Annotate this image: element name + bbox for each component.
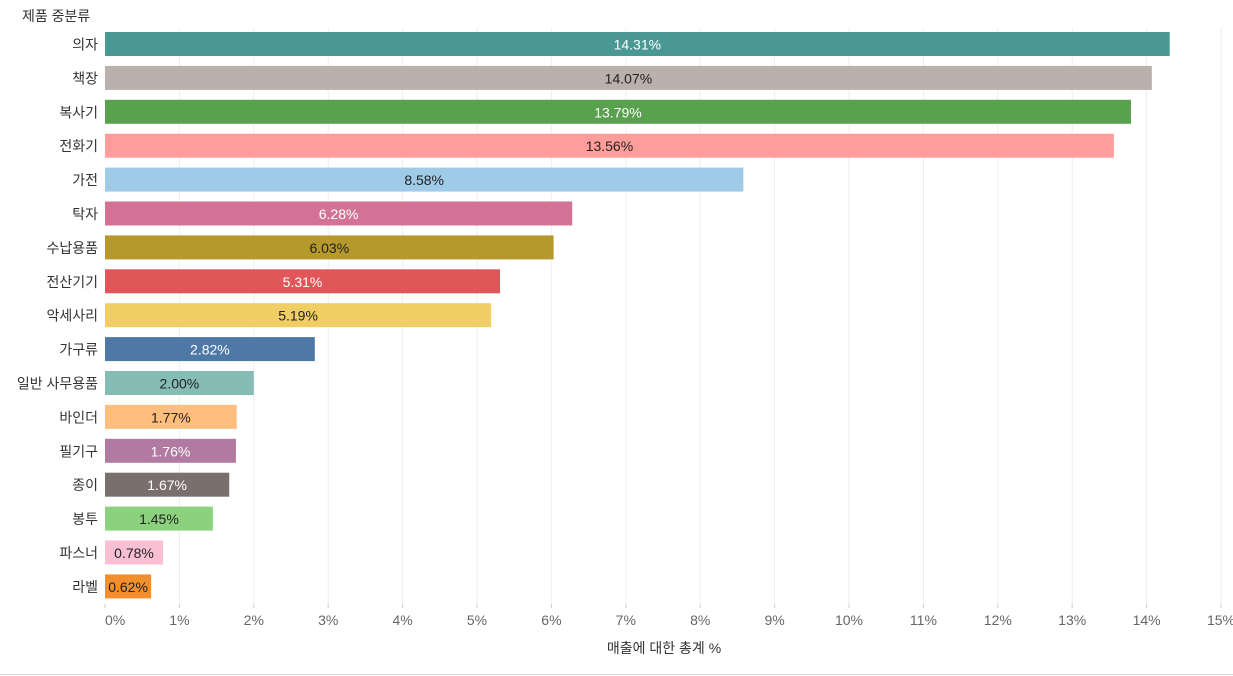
x-tick-label: 8%: [690, 612, 710, 628]
bottom-divider: [0, 674, 1233, 675]
bar-value-label: 13.56%: [586, 138, 633, 154]
bar: [105, 99, 1131, 124]
bar-value-label: 5.19%: [278, 308, 318, 324]
bar-value-label: 14.07%: [605, 70, 652, 86]
bar: [105, 303, 492, 328]
bar: [105, 404, 237, 429]
category-label: 종이: [72, 477, 98, 493]
bar-value-label: 6.03%: [309, 240, 349, 256]
category-label: 책장: [72, 70, 98, 86]
bar-value-label: 13.79%: [594, 104, 641, 120]
category-label: 바인더: [59, 409, 98, 425]
bar: [105, 32, 1170, 56]
bar-value-label: 1.77%: [151, 409, 191, 425]
category-label: 파스너: [59, 545, 98, 561]
bar: [105, 65, 1152, 90]
category-label: 수납용품: [46, 240, 98, 256]
x-tick-label: 12%: [984, 612, 1012, 628]
bar: [105, 506, 213, 531]
x-tick-label: 4%: [392, 612, 412, 628]
x-tick-label: 1%: [169, 612, 189, 628]
bar-value-label: 1.67%: [147, 477, 187, 493]
category-label: 전산기기: [46, 274, 98, 290]
x-tick-label: 3%: [318, 612, 338, 628]
bar-value-label: 1.76%: [151, 443, 191, 459]
bar: [105, 201, 573, 226]
x-tick-label: 13%: [1058, 612, 1086, 628]
bars: 14.31% 14.07% 13.79% 13.56% 8.58% 6.28% 6.03% 5…: [105, 32, 1170, 599]
bar-value-label: 0.62%: [108, 579, 148, 595]
bar: [105, 438, 236, 463]
x-tick-label: 7%: [616, 612, 636, 628]
bar-value-label: 14.31%: [614, 37, 661, 53]
bar: [105, 574, 152, 599]
row-header: 제품 중분류: [22, 8, 90, 24]
x-tick-label: 2%: [244, 612, 264, 628]
bar-value-label: 1.45%: [139, 511, 179, 527]
x-tick-label: 0%: [105, 612, 125, 628]
category-label: 봉투: [72, 511, 98, 527]
x-tick-label: 9%: [764, 612, 784, 628]
category-label: 전화기: [59, 138, 98, 154]
category-label: 복사기: [59, 104, 98, 120]
bar-value-label: 6.28%: [319, 206, 359, 222]
bar: [105, 540, 164, 565]
category-label: 의자: [72, 37, 98, 53]
category-label: 가전: [72, 172, 98, 188]
bar-value-label: 5.31%: [283, 274, 323, 290]
bar: [105, 167, 744, 192]
bar-value-label: 2.00%: [160, 376, 200, 392]
bar-value-label: 2.82%: [190, 342, 230, 358]
x-tick-label: 10%: [835, 612, 863, 628]
category-label: 탁자: [72, 206, 98, 222]
category-label: 악세사리: [46, 308, 98, 324]
x-tick-label: 11%: [910, 612, 937, 628]
bar: [105, 337, 315, 362]
x-axis-ticks: 0% 1% 2% 3% 4% 5% 6% 7% 8% 9% 10% 11% 12% 13% 14% 15%: [104, 604, 1233, 628]
bar-value-label: 8.58%: [404, 172, 444, 188]
bar-value-label: 0.78%: [114, 545, 154, 561]
category-label: 필기구: [59, 443, 98, 459]
x-tick-label: 14%: [1133, 612, 1161, 628]
bar: [105, 472, 230, 497]
x-axis-title: 매출에 대한 총계 %: [607, 640, 721, 656]
bar: [105, 269, 501, 294]
bar: [105, 371, 254, 395]
x-tick-label: 15%: [1207, 612, 1233, 628]
category-label: 라벨: [72, 579, 98, 595]
bar: [105, 235, 554, 260]
x-tick-label: 5%: [467, 612, 487, 628]
category-label: 가구류: [59, 342, 98, 358]
x-tick-label: 6%: [541, 612, 561, 628]
category-label: 일반 사무용품: [17, 376, 98, 392]
bar: [105, 133, 1114, 158]
